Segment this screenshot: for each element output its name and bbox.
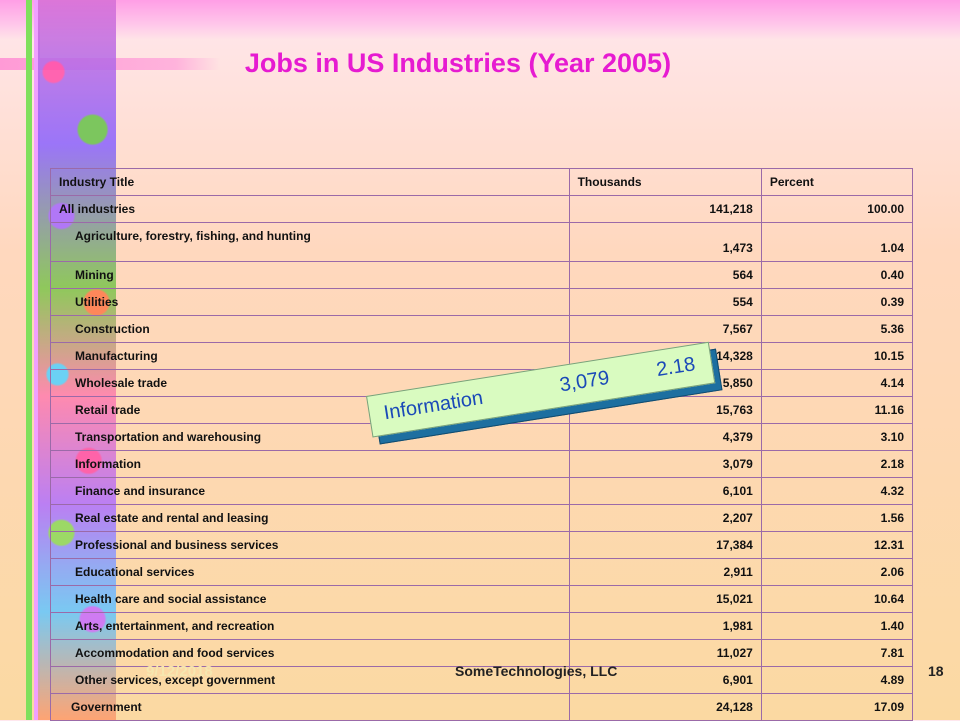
table-row: Health care and social assistance 15,021… (50, 585, 914, 613)
row-title: Other services, except government (75, 673, 276, 687)
table-row: Finance and insurance 6,101 4.32 (50, 477, 914, 505)
row-title: Retail trade (75, 403, 141, 417)
row-title: Finance and insurance (75, 484, 206, 498)
row-percent: 7.81 (760, 639, 914, 667)
row-thousands: 11,027 (568, 639, 762, 667)
row-percent: 100.00 (760, 195, 914, 223)
row-thousands: 6,101 (568, 477, 762, 505)
row-title: Transportation and warehousing (75, 430, 262, 444)
row-title: Government (71, 700, 142, 714)
header-industry-title: Industry Title (50, 168, 570, 196)
row-title: Arts, entertainment, and recreation (75, 619, 275, 633)
row-thousands: 2,207 (568, 504, 762, 532)
jobs-table: Industry Title Thousands Percent All ind… (50, 168, 914, 721)
table-row: Accommodation and food services 11,027 7… (50, 639, 914, 667)
header-percent: Percent (760, 168, 914, 196)
callout-thousands: 3,079 (558, 366, 611, 397)
table-row: Other services, except government 6,901 … (50, 666, 914, 694)
row-percent: 4.14 (760, 369, 914, 397)
row-thousands: 15,021 (568, 585, 762, 613)
table-row: Construction 7,567 5.36 (50, 315, 914, 343)
table-row: Information 3,079 2.18 (50, 450, 914, 478)
row-percent: 11.16 (760, 396, 914, 424)
table-row: Manufacturing 14,328 10.15 (50, 342, 914, 370)
row-thousands: 4,379 (568, 423, 762, 451)
row-percent: 10.15 (760, 342, 914, 370)
row-title: All industries (59, 202, 136, 216)
row-title: Accommodation and food services (75, 646, 275, 660)
row-thousands: 17,384 (568, 531, 762, 559)
row-title: Construction (75, 322, 150, 336)
row-title: Health care and social assistance (75, 592, 267, 606)
row-percent: 0.39 (760, 288, 914, 316)
row-percent: 1.56 (760, 504, 914, 532)
row-title: Real estate and rental and leasing (75, 511, 269, 525)
table-row: Arts, entertainment, and recreation 1,98… (50, 612, 914, 640)
row-title: Wholesale trade (75, 376, 168, 390)
row-thousands: 141,218 (568, 195, 762, 223)
table-header-row: Industry Title Thousands Percent (50, 168, 914, 196)
row-percent: 5.36 (760, 315, 914, 343)
row-percent: 1.04 (760, 222, 914, 262)
table-row: Real estate and rental and leasing 2,207… (50, 504, 914, 532)
row-percent: 1.40 (760, 612, 914, 640)
table-row: Educational services 2,911 2.06 (50, 558, 914, 586)
footer-page-number: 18 (928, 663, 944, 679)
row-thousands: 564 (568, 261, 762, 289)
row-percent: 17.09 (760, 693, 914, 721)
row-title: Professional and business services (75, 538, 279, 552)
row-thousands: 2,911 (568, 558, 762, 586)
decorative-lilac-stripe (34, 0, 40, 720)
table-row: Professional and business services 17,38… (50, 531, 914, 559)
row-thousands: 24,128 (568, 693, 762, 721)
footer-date: 9/12/2018 (146, 663, 213, 680)
row-title: Educational services (75, 565, 195, 579)
row-percent: 3.10 (760, 423, 914, 451)
row-thousands: 554 (568, 288, 762, 316)
row-percent: 12.31 (760, 531, 914, 559)
table-row: Mining 564 0.40 (50, 261, 914, 289)
table-row: All industries 141,218 100.00 (50, 195, 914, 223)
slide-title: Jobs in US Industries (Year 2005) (244, 48, 672, 78)
table-row: Wholesale trade 5,850 4.14 (50, 369, 914, 397)
row-title: Mining (75, 268, 114, 282)
callout-percent: 2.18 (654, 353, 697, 382)
table-row: Utilities 554 0.39 (50, 288, 914, 316)
decorative-green-stripe (26, 0, 32, 720)
row-title: Manufacturing (75, 349, 158, 363)
row-thousands: 1,473 (568, 222, 762, 262)
top-band (0, 0, 960, 40)
row-title: Utilities (75, 295, 119, 309)
footer-company: SomeTechnologies, LLC (455, 663, 618, 679)
table-row: Agriculture, forestry, fishing, and hunt… (50, 222, 914, 262)
table-row: Government 24,128 17.09 (50, 693, 914, 721)
row-percent: 10.64 (760, 585, 914, 613)
row-thousands: 7,567 (568, 315, 762, 343)
row-percent: 4.32 (760, 477, 914, 505)
row-title: Information (75, 457, 141, 471)
callout-label: Information (382, 386, 485, 425)
row-percent: 2.18 (760, 450, 914, 478)
row-thousands: 1,981 (568, 612, 762, 640)
header-thousands: Thousands (568, 168, 762, 196)
row-percent: 4.89 (760, 666, 914, 694)
row-percent: 2.06 (760, 558, 914, 586)
row-percent: 0.40 (760, 261, 914, 289)
row-title: Agriculture, forestry, fishing, and hunt… (75, 229, 311, 243)
row-thousands: 3,079 (568, 450, 762, 478)
